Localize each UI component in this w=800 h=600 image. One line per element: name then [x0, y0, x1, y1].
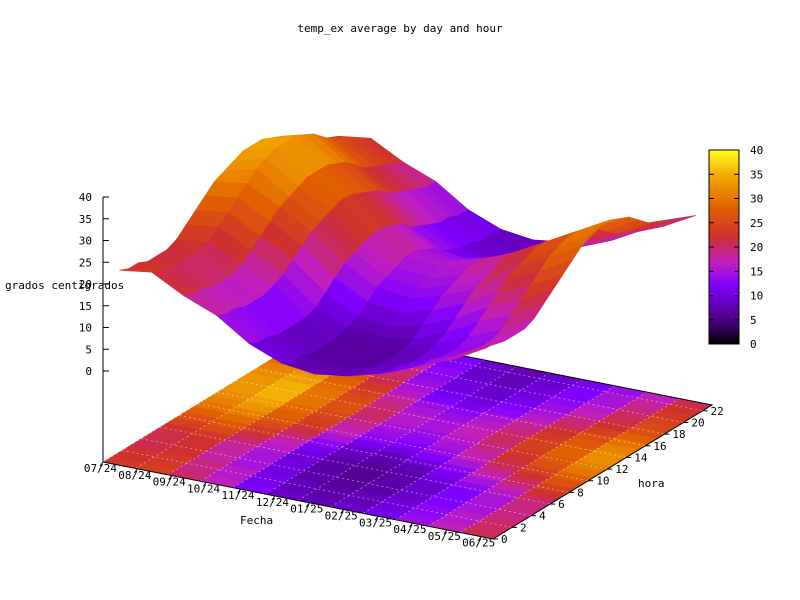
grid-line-hour — [121, 449, 513, 528]
grid-line-hour — [160, 426, 551, 505]
x-tick-label: 07/24 — [84, 462, 117, 475]
x-tick-mark — [443, 529, 448, 535]
x-tick-label: 02/25 — [325, 510, 358, 523]
x-tick-mark — [409, 522, 413, 528]
z-tick-label: 5 — [85, 343, 92, 356]
x-tick-label: 04/25 — [393, 523, 426, 536]
x-tick-mark — [271, 495, 276, 501]
x-tick-mark — [374, 516, 379, 521]
colorbar-tick-label: 0 — [750, 338, 757, 351]
y-tick-label: 14 — [634, 451, 648, 464]
x-axis-label: Fecha — [240, 514, 273, 527]
x-axis-line — [102, 461, 494, 540]
x-tick-label: 05/25 — [428, 530, 461, 543]
x-tick-label: 10/24 — [187, 482, 220, 495]
x-tick-label: 11/24 — [221, 489, 254, 502]
colorbar: 0 5 10 15 20 25 30 35 40 — [708, 144, 763, 351]
grid-line-hour — [236, 380, 627, 458]
z-tick-label: 20 — [79, 278, 92, 291]
colorbar-tick-label: 20 — [750, 241, 763, 254]
x-tick-mark — [133, 468, 138, 474]
colorbar-tick-label: 35 — [750, 168, 763, 181]
colorbar-tick-label: 30 — [750, 193, 763, 206]
z-tick-label: 15 — [79, 300, 92, 313]
x-axis-ticks: 07/2408/2409/2410/2411/2412/2401/2502/25… — [84, 461, 495, 550]
colorbar-tick-label: 10 — [750, 290, 763, 303]
z-tick-label: 0 — [85, 365, 92, 378]
chart-title: temp_ex average by day and hour — [297, 22, 503, 35]
colorbar-tick-label: 5 — [750, 314, 757, 327]
grid-line-hour — [217, 391, 608, 470]
surface-patch — [444, 347, 487, 361]
y-tick-label: 12 — [615, 463, 628, 476]
colorbar-ticks: 0 5 10 15 20 25 30 35 40 — [709, 144, 763, 351]
x-tick-label: 03/25 — [359, 516, 392, 529]
y-tick-label: 22 — [710, 405, 723, 418]
y-tick-label: 8 — [577, 486, 584, 499]
x-tick-label: 06/25 — [462, 537, 495, 550]
z-tick-label: 30 — [79, 235, 92, 248]
y-tick-label: 10 — [596, 475, 609, 488]
colorbar-tick-label: 15 — [750, 265, 763, 278]
y-tick-label: 4 — [539, 510, 546, 523]
y-tick-label: 18 — [672, 428, 685, 441]
x-tick-label: 08/24 — [118, 469, 151, 482]
y-tick-label: 16 — [653, 440, 666, 453]
x-tick-mark — [477, 536, 482, 541]
x-tick-label: 12/24 — [256, 496, 289, 509]
y-tick-label: 20 — [691, 416, 704, 429]
z-tick-label: 25 — [79, 256, 92, 269]
temperature-surface — [119, 133, 696, 377]
x-tick-mark — [340, 509, 345, 514]
z-tick-label: 40 — [79, 191, 92, 204]
x-tick-mark — [305, 502, 310, 508]
x-tick-mark — [237, 488, 241, 494]
x-tick-mark — [99, 461, 104, 467]
grid-line-hour — [141, 438, 532, 517]
colorbar-tick-label: 25 — [750, 217, 763, 230]
x-tick-label: 09/24 — [153, 476, 186, 489]
y-tick-label: 0 — [501, 533, 508, 546]
y-tick-label: 2 — [520, 521, 527, 534]
x-tick-mark — [168, 475, 173, 480]
grid-line-hour — [179, 414, 570, 493]
z-axis: 0 5 10 15 20 25 30 35 40 — [79, 191, 109, 462]
x-tick-mark — [202, 482, 207, 487]
y-tick-label: 6 — [558, 498, 565, 511]
z-tick-label: 10 — [79, 322, 92, 335]
grid-line-hour — [255, 368, 646, 447]
grid-line-hour — [198, 403, 589, 482]
y-axis-label: hora — [638, 477, 665, 490]
colorbar-tick-label: 40 — [750, 144, 763, 157]
z-tick-label: 35 — [79, 213, 92, 226]
z-axis-label: grados centígrados — [5, 279, 124, 292]
x-tick-label: 01/25 — [290, 503, 323, 516]
